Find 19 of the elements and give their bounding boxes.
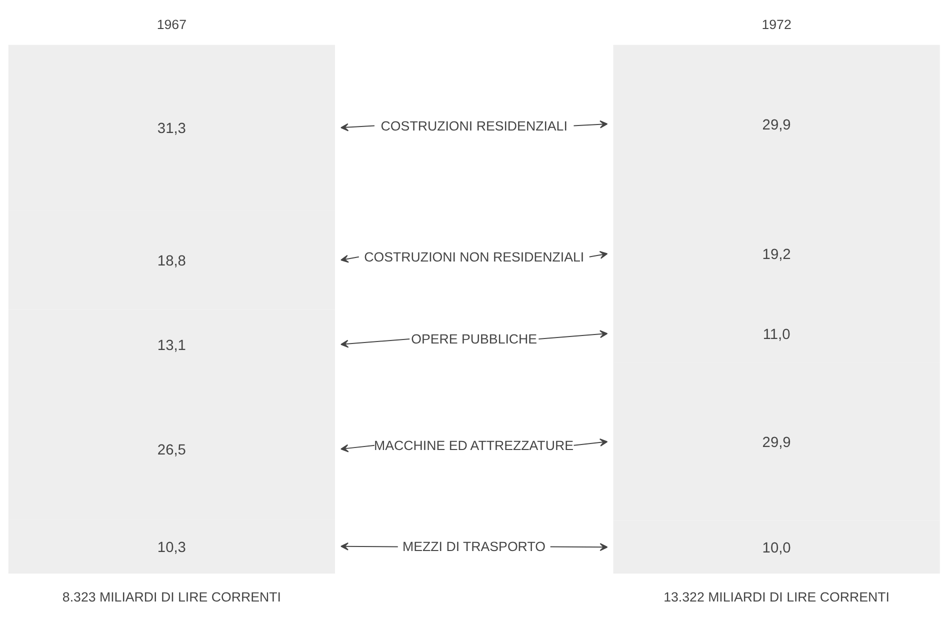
data-label: 26,5 [157, 442, 186, 459]
data-label: 13,1 [157, 338, 186, 354]
data-label: 10,0 [762, 540, 791, 557]
text: OPERE PUBBLICHE [411, 331, 538, 346]
data-label: 29,9 [762, 435, 791, 452]
data-label: 19,2 [762, 247, 791, 264]
text: MEZZI DI TRASPORTO [402, 539, 546, 554]
text: COSTRUZIONI NON RESIDENZIALI [364, 249, 584, 264]
data-label: 29,9 [762, 117, 791, 134]
text: MACCHINE ED ATTREZZATURE [374, 438, 574, 453]
data-label: 31,3 [157, 121, 186, 138]
text: COSTRUZIONI RESIDENZIALI [380, 118, 568, 134]
x-tick-label: 1972 [762, 17, 792, 32]
x-tick-label: 1967 [156, 17, 187, 32]
data-label: 18,8 [157, 254, 186, 270]
text: 13.322 MILIARDI DI LIRE CORRENTI [664, 589, 890, 604]
data-label: 10,3 [157, 540, 186, 556]
text: 8.323 MILIARDI DI LIRE CORRENTI [62, 589, 281, 604]
data-label: 11,0 [762, 327, 790, 344]
